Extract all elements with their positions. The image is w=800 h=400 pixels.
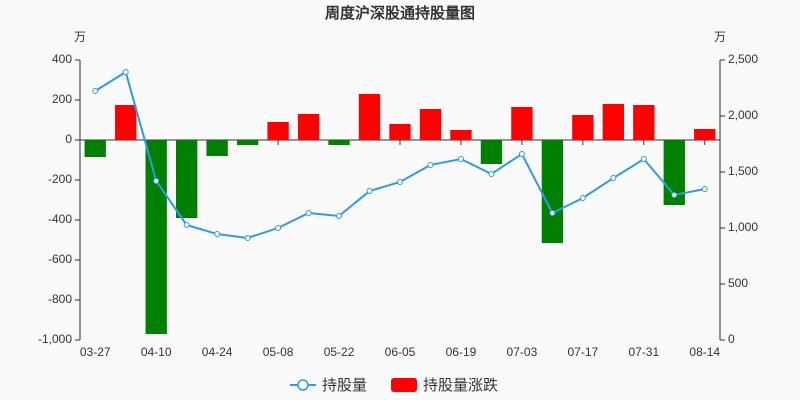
bar [206, 140, 228, 156]
point [579, 194, 586, 201]
bar [84, 140, 106, 157]
x-tick-label: 08-14 [689, 345, 720, 359]
y-unit: 万 [74, 30, 86, 44]
bar [511, 107, 533, 140]
x-tick-label: 05-22 [324, 345, 355, 359]
bar [572, 115, 594, 140]
y-tick-label: -800 [48, 292, 72, 306]
point [457, 156, 464, 163]
point [92, 88, 99, 95]
y-tick-label: 200 [52, 92, 72, 106]
legend-label: 持股量 [322, 377, 367, 394]
x-tick-label: 07-17 [568, 345, 599, 359]
bar [236, 140, 259, 145]
point [153, 177, 160, 184]
point [610, 175, 617, 182]
x-tick-label: 04-24 [202, 345, 233, 359]
bar [297, 114, 320, 140]
x-tick-label: 03-27 [80, 345, 111, 359]
x-tick-label: 07-03 [507, 345, 538, 359]
point [701, 186, 708, 193]
y-tick-label: -400 [48, 212, 72, 226]
bar [694, 129, 716, 140]
point [214, 231, 221, 238]
x-tick-label: 06-19 [446, 345, 477, 359]
point [183, 221, 190, 228]
bar [358, 94, 381, 140]
bar [602, 104, 624, 140]
bar [328, 140, 350, 145]
y2-tick-label: 2,000 [728, 108, 758, 122]
point [305, 209, 312, 216]
bar [419, 109, 442, 140]
bar [176, 140, 198, 218]
bar [633, 105, 655, 140]
x-tick-label: 06-05 [385, 345, 416, 359]
y-tick-label: -1,000 [38, 332, 72, 346]
point [427, 161, 434, 168]
point [366, 188, 373, 195]
y-tick-label: -200 [48, 172, 72, 186]
point [397, 178, 403, 185]
chart-title: 周度沪深股通持股量图 [325, 4, 475, 22]
point [122, 68, 129, 75]
x-tick-label: 04-10 [141, 345, 172, 359]
y2-unit: 万 [714, 30, 726, 44]
bar [145, 140, 167, 334]
y2-tick-label: 1,500 [728, 164, 758, 178]
point [671, 191, 678, 198]
point [518, 150, 525, 157]
bar [480, 140, 503, 164]
point [336, 213, 343, 220]
x-tick-label: 07-31 [628, 345, 659, 359]
point [549, 209, 556, 216]
legend-swatch [391, 378, 418, 392]
point [640, 156, 647, 163]
y2-tick-label: 0 [728, 332, 735, 346]
y-tick-label: -600 [48, 252, 72, 266]
y-tick-label: 400 [52, 52, 72, 66]
legend-label: 持股量涨跌 [423, 377, 498, 394]
y2-tick-label: 2,500 [728, 52, 758, 66]
legend-marker [297, 379, 309, 391]
bar [541, 140, 564, 243]
point [244, 234, 251, 241]
y-tick-label: 0 [65, 132, 72, 146]
bar [450, 130, 472, 140]
point [275, 225, 282, 231]
bar [267, 122, 289, 140]
y2-tick-label: 500 [728, 276, 748, 290]
bar [115, 105, 137, 140]
point [488, 171, 495, 178]
y2-tick-label: 1,000 [728, 220, 758, 234]
bar [389, 124, 411, 140]
x-tick-label: 05-08 [263, 345, 294, 359]
